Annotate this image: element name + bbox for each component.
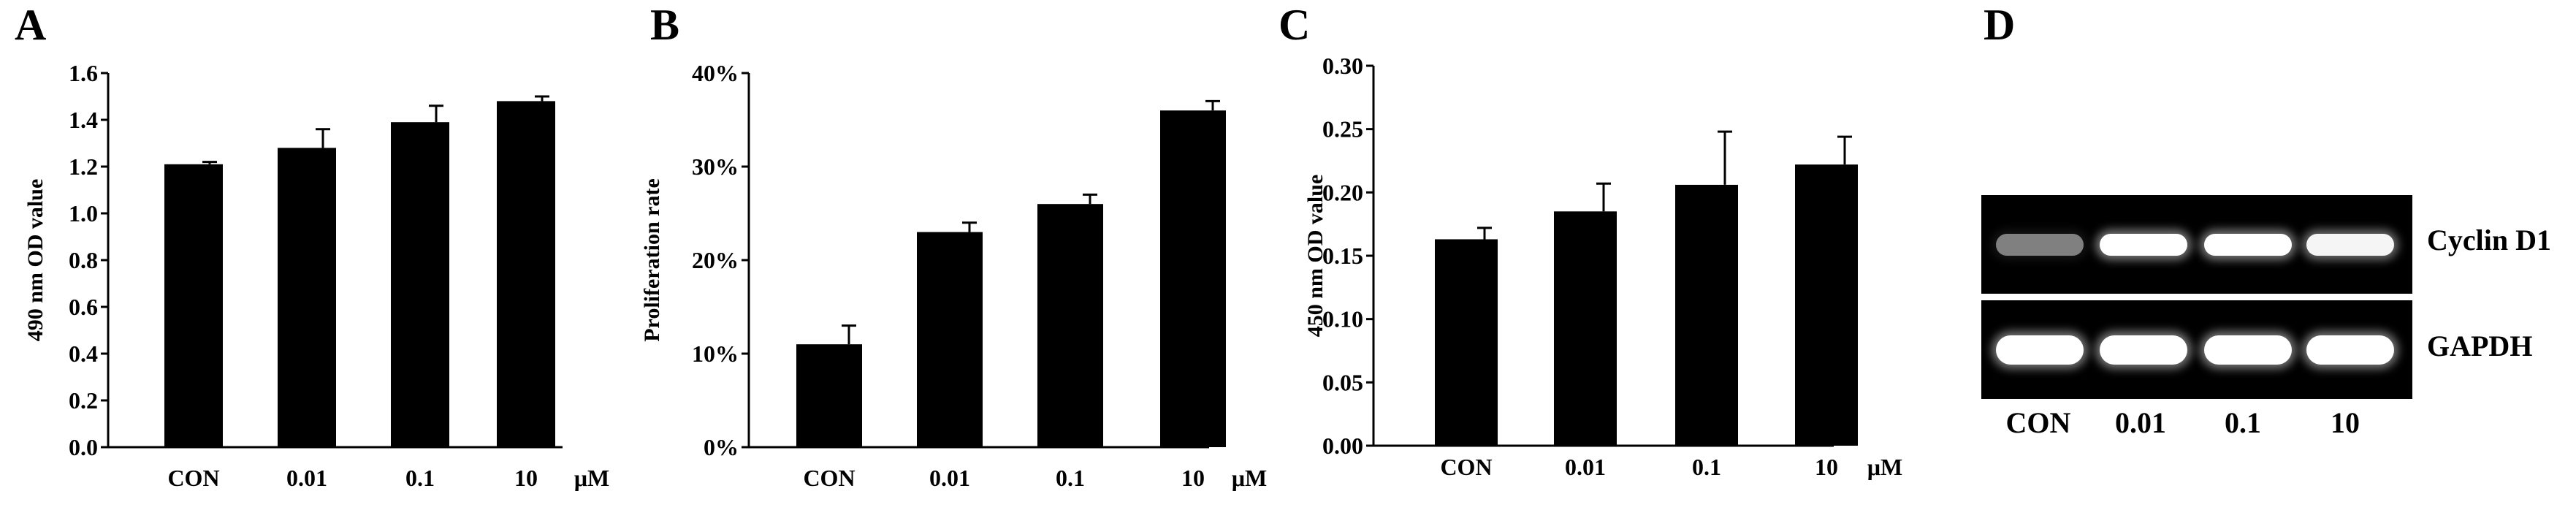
unit-label: μM — [574, 465, 609, 491]
bar-0-1 — [391, 122, 449, 447]
gel-band-gapdh-10 — [2306, 335, 2394, 365]
y-tick-label-1-6: 1.6 — [69, 60, 98, 86]
gel-lane-label-10: 10 — [2331, 406, 2360, 439]
y-tick-label-0-15: 0.15 — [1322, 243, 1363, 269]
gel-row-label-gapdh: GAPDH — [2427, 330, 2533, 362]
gel-panel-cyclin-d1 — [1981, 195, 2412, 294]
category-label-con: CON — [167, 465, 219, 491]
category-label-0-1: 0.1 — [405, 465, 435, 491]
y-tick-label-0-20: 0.20 — [1322, 179, 1363, 205]
gel-band-cyclin-d1-10 — [2306, 233, 2394, 256]
y-axis-label: 450 nm OD value — [1303, 175, 1327, 338]
gel-band-gapdh-0-1 — [2204, 335, 2292, 365]
bar-0-01 — [917, 232, 983, 447]
gel-lane-label-con: CON — [2005, 406, 2071, 439]
category-label-0-01: 0.01 — [286, 465, 327, 491]
unit-label: μM — [1232, 465, 1267, 491]
bar-0-01 — [278, 148, 336, 447]
y-axis-label: Proliferation rate — [643, 178, 664, 342]
panel-label-d: D — [1984, 1, 2016, 49]
gel-band-cyclin-d1-0-01 — [2100, 233, 2187, 256]
y-tick-label-20: 20% — [692, 247, 739, 273]
bar-10 — [1795, 164, 1858, 446]
y-tick-label-0: 0% — [704, 434, 739, 460]
bar-con — [796, 344, 862, 447]
gel-band-cyclin-d1-con — [1996, 233, 2084, 256]
y-tick-label-1-2: 1.2 — [69, 153, 98, 180]
gel-band-gapdh-0-01 — [2100, 335, 2187, 365]
category-label-con: CON — [1440, 454, 1492, 480]
panel-label-a: A — [15, 1, 47, 49]
y-tick-label-0-4: 0.4 — [69, 340, 98, 367]
gel-band-cyclin-d1-0-1 — [2204, 233, 2292, 256]
y-tick-label-0-30: 0.30 — [1322, 53, 1363, 79]
category-label-10: 10 — [1815, 454, 1838, 480]
bar-0-1 — [1037, 204, 1103, 447]
y-tick-label-0-8: 0.8 — [69, 247, 98, 273]
y-tick-label-40: 40% — [692, 60, 739, 86]
panel-label-b: B — [650, 1, 680, 49]
bar-0-01 — [1554, 211, 1617, 446]
y-tick-label-10: 10% — [692, 340, 739, 367]
bar-0-1 — [1675, 184, 1738, 446]
bar-con — [164, 164, 223, 448]
gel-lane-label-0-01: 0.01 — [2115, 406, 2166, 439]
gel-lane-label-0-1: 0.1 — [2225, 406, 2261, 439]
y-axis-label: 490 nm OD value — [23, 179, 47, 342]
category-label-10: 10 — [514, 465, 538, 491]
chart-a: 0.0 0.2 0.4 0.6 0.8 1.0 1.2 1.4 1.6 490 nm OD val… — [23, 60, 609, 491]
chart-b: 0% 10% 20% 30% 40% Proliferation rate CON 0.01 0… — [643, 60, 1267, 491]
y-tick-label-0-00: 0.00 — [1322, 433, 1363, 459]
y-tick-label-30: 30% — [692, 153, 739, 180]
bar-10 — [497, 101, 555, 447]
y-tick-label-1-0: 1.0 — [69, 200, 98, 227]
y-tick-label-0-2: 0.2 — [69, 387, 98, 414]
chart-c: 0.00 0.05 0.10 0.15 0.20 0.25 0.30 450 nm OD va… — [1303, 53, 1902, 480]
category-label-con: CON — [803, 465, 855, 491]
y-tick-label-1-4: 1.4 — [69, 107, 98, 133]
y-tick-label-0-0: 0.0 — [69, 434, 98, 460]
category-label-0-01: 0.01 — [929, 465, 970, 491]
y-tick-label-0-25: 0.25 — [1322, 116, 1363, 142]
category-label-0-01: 0.01 — [1565, 454, 1606, 480]
category-label-10: 10 — [1181, 465, 1205, 491]
gel-band-gapdh-con — [1996, 335, 2084, 365]
unit-label: μM — [1867, 454, 1902, 480]
y-tick-label-0-05: 0.05 — [1322, 369, 1363, 395]
bar-con — [1435, 239, 1498, 446]
bar-10 — [1160, 110, 1226, 447]
gel-panel-gapdh — [1981, 300, 2412, 399]
gel-row-label-cyclin-d1: Cyclin D1 — [2427, 224, 2551, 256]
category-label-0-1: 0.1 — [1692, 454, 1721, 480]
y-tick-label-0-10: 0.10 — [1322, 306, 1363, 332]
y-tick-label-0-6: 0.6 — [69, 294, 98, 320]
category-label-0-1: 0.1 — [1056, 465, 1085, 491]
panel-label-c: C — [1279, 1, 1311, 49]
